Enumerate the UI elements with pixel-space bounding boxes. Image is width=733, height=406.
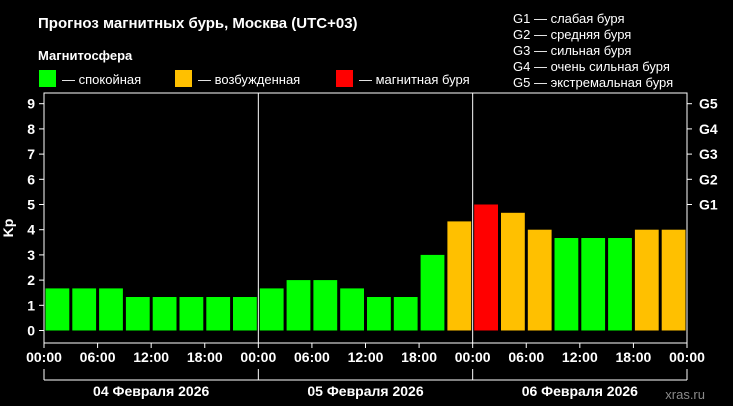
x-tick-label: 12:00 [348,349,384,365]
kp-bar [125,297,150,331]
kp-bar [259,288,284,331]
x-tick-label: 06:00 [508,349,544,365]
g-scale-g3: G3 — сильная буря [513,43,631,58]
legend-label-quiet: — спокойная [62,72,141,87]
x-tick-label: 06:00 [80,349,116,365]
kp-bar [152,297,177,331]
kp-bar [313,280,338,331]
kp-bar [501,212,525,331]
y-tick-label: 9 [27,96,35,112]
watermark: xras.ru [665,387,705,402]
y-tick-label: 6 [27,171,35,187]
kp-bar [581,238,606,331]
y-tick-label: 8 [27,121,35,137]
kp-bar [554,238,579,331]
kp-bar [527,229,552,331]
kp-bar [340,288,364,331]
g-scale-g2: G2 — средняя буря [513,27,631,42]
g-tick-label: G1 [699,197,718,213]
legend-title: Магнитосфера [38,48,133,63]
y-tick-label: 0 [27,323,35,339]
kp-bar [634,229,659,331]
kp-bar [447,221,472,331]
day-label: 05 Февраля 2026 [307,383,423,399]
g-tick-label: G5 [699,96,718,112]
x-tick-label: 00:00 [240,349,276,365]
kp-bar [99,288,123,331]
kp-bar [661,229,686,331]
kp-bar [474,204,498,331]
day-label: 04 Февраля 2026 [93,383,209,399]
kp-bar [45,288,70,331]
legend-label-storm: — магнитная буря [359,72,470,87]
y-tick-label: 7 [27,146,35,162]
g-scale-g5: G5 — экстремальная буря [513,75,673,90]
kp-bar [286,280,311,331]
y-tick-label: 4 [27,222,35,238]
legend-swatch-quiet [39,70,56,87]
kp-bar [206,297,231,331]
x-tick-label: 18:00 [401,349,437,365]
x-tick-label: 00:00 [455,349,491,365]
x-tick-label: 18:00 [187,349,223,365]
y-tick-label: 3 [27,247,35,263]
x-tick-label: 12:00 [133,349,169,365]
g-scale-g1: G1 — слабая буря [513,11,625,26]
g-tick-label: G3 [699,146,718,162]
kp-bar [233,297,257,331]
y-tick-label: 5 [27,197,35,213]
y-tick-label: 1 [27,297,35,313]
day-label: 06 Февраля 2026 [522,383,638,399]
kp-bar [367,297,391,331]
legend-swatch-active [175,70,192,87]
chart-title: Прогноз магнитных бурь, Москва (UTC+03) [38,15,358,32]
x-tick-label: 00:00 [669,349,705,365]
g-tick-label: G2 [699,171,718,187]
g-tick-label: G4 [699,121,718,137]
kp-bar [608,238,632,331]
x-tick-label: 18:00 [616,349,652,365]
kp-bar [393,297,418,331]
x-tick-label: 12:00 [562,349,598,365]
x-tick-label: 06:00 [294,349,330,365]
y-tick-label: 2 [27,272,35,288]
kp-bar [72,288,97,331]
x-tick-label: 00:00 [26,349,62,365]
kp-bar [420,254,445,331]
y-axis-label: Kp [0,219,16,238]
legend-label-active: — возбужденная [198,72,300,87]
g-scale-g4: G4 — очень сильная буря [513,59,670,74]
plot-area: 0 1 2 3 4 5 6 7 8 9 G1 G2 G3 G4 G5 00:00 06:00 12:00 18:00… [26,92,718,399]
legend-swatch-storm [336,70,353,87]
kp-bar [179,297,204,331]
